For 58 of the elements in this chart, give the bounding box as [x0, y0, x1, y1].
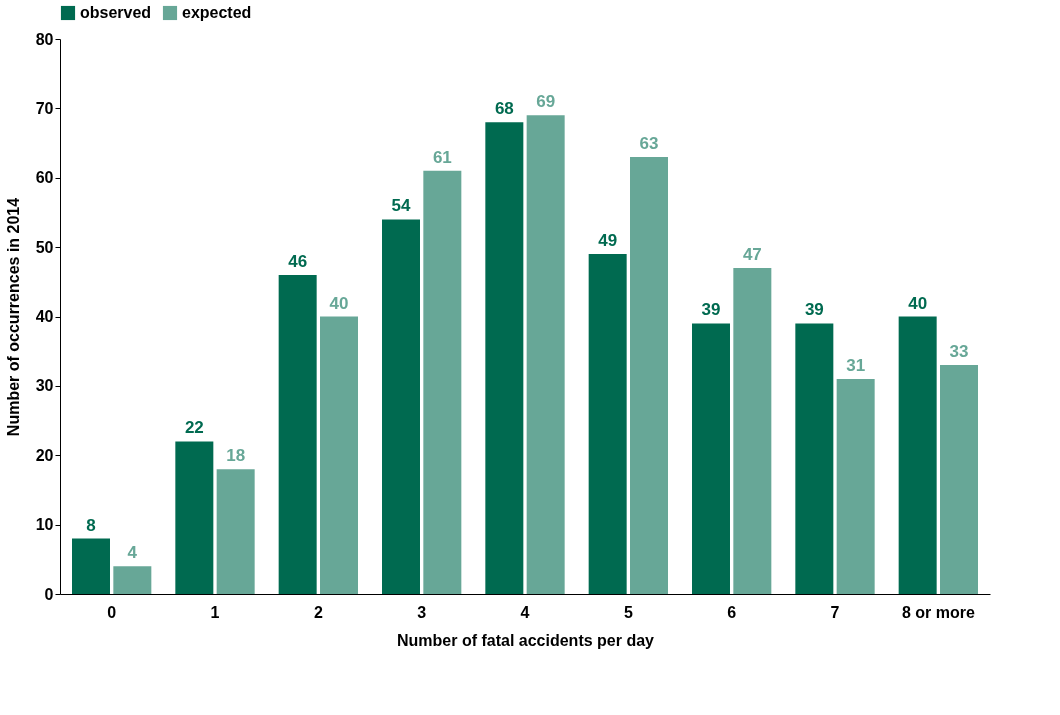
bar — [526, 115, 565, 594]
x-tick-label: 4 — [520, 603, 530, 621]
y-axis-title: Number of occurrences in 2014 — [4, 197, 22, 437]
data-label: 68 — [494, 99, 514, 119]
bar — [278, 274, 317, 594]
bar — [423, 170, 462, 594]
bar — [485, 122, 524, 594]
data-label: 33 — [949, 342, 969, 362]
x-tick-label: 0 — [107, 603, 117, 621]
bar — [940, 365, 978, 594]
y-tick-label: 10 — [35, 516, 54, 534]
x-axis-title: Number of fatal accidents per day — [397, 631, 655, 649]
bar — [216, 469, 255, 594]
data-label: 46 — [288, 251, 308, 271]
bar — [836, 378, 875, 594]
data-label: 39 — [804, 300, 824, 320]
y-tick-label: 40 — [35, 308, 54, 325]
bar — [175, 441, 214, 594]
x-tick-label: 6 — [727, 603, 737, 621]
x-tick-label: 1 — [210, 603, 220, 621]
x-tick-label: 8 or more — [901, 603, 975, 621]
x-tick-label: 2 — [313, 603, 323, 621]
y-tick-label: 50 — [35, 238, 54, 256]
y-tick-label: 60 — [35, 169, 54, 187]
y-tick-label: 80 — [35, 30, 54, 48]
bar — [113, 566, 152, 594]
bar — [692, 323, 730, 594]
x-tick-label: 5 — [623, 603, 633, 621]
y-tick-label: 0 — [44, 585, 54, 603]
bar — [72, 538, 110, 594]
bar — [630, 156, 668, 594]
data-label: 4 — [127, 543, 138, 563]
y-tick-label: 30 — [35, 377, 54, 395]
data-label: 31 — [846, 355, 866, 375]
bar — [588, 254, 627, 594]
data-label: 40 — [908, 293, 928, 313]
data-label: 49 — [598, 231, 618, 251]
bar — [898, 316, 937, 594]
bar — [382, 219, 420, 594]
x-tick-label: 3 — [417, 603, 427, 621]
x-tick-label: 7 — [830, 603, 840, 621]
data-label: 61 — [432, 147, 452, 167]
legend-label: observed — [80, 4, 152, 21]
bar — [320, 316, 358, 594]
data-label: 47 — [742, 244, 762, 264]
bar — [795, 323, 834, 594]
bar — [733, 267, 772, 594]
data-label: 69 — [536, 92, 556, 112]
legend-label: expected — [182, 4, 252, 21]
y-tick-label: 70 — [35, 99, 54, 117]
data-label: 22 — [184, 418, 204, 438]
data-label: 40 — [329, 293, 349, 313]
data-label: 8 — [86, 515, 96, 535]
data-label: 39 — [701, 300, 721, 320]
y-tick-label: 20 — [35, 446, 54, 464]
data-label: 63 — [639, 133, 659, 153]
data-label: 54 — [391, 196, 411, 216]
data-label: 18 — [226, 446, 246, 466]
